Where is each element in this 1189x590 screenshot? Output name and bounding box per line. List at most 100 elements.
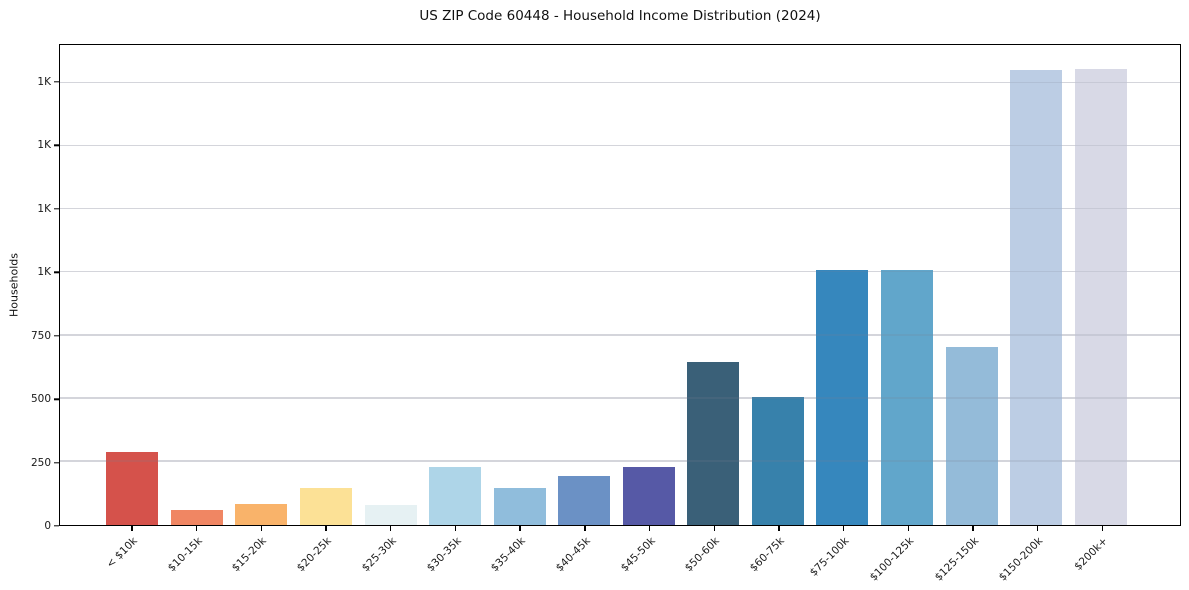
bar-slot-15-20k <box>229 45 294 525</box>
bar-slot-30-35k <box>423 45 488 525</box>
bars-container <box>60 45 1180 525</box>
bar-75-100k <box>816 269 869 525</box>
gridline-250 <box>60 460 1180 462</box>
bar-100-125k <box>881 269 934 525</box>
y-tick-mark-1500 <box>54 144 59 147</box>
gridline-750 <box>60 334 1180 336</box>
x-tick-mark-10-15k <box>196 526 198 531</box>
x-tick-mark-45-50k <box>648 526 651 531</box>
bar-200k+ <box>1074 69 1127 525</box>
gridline-1000 <box>60 270 1180 273</box>
y-tick-label-750: 750 <box>30 329 51 342</box>
bar-slot-50-60k <box>681 45 746 525</box>
bar-slot-60-75k <box>746 45 811 525</box>
x-tick-slot-20-25k: $20-25k <box>293 526 358 590</box>
x-tick-mark-150-200k <box>1036 526 1039 531</box>
x-tick-label-75-100k: $75-100k <box>807 535 852 579</box>
x-tick-label-35-40k: $35-40k <box>488 535 528 575</box>
bar-slot-35-40k <box>487 45 552 525</box>
x-axis-ticks: < $10k $10-15k $15-20k $20-25k $25-30k $30-35… <box>59 526 1181 590</box>
bar-10k <box>106 451 159 525</box>
x-tick-slot-45-50k: $45-50k <box>617 526 682 590</box>
x-tick-mark-15-20k <box>260 526 263 531</box>
x-tick-mark-200k+ <box>1101 526 1104 531</box>
x-tick-label-125-150k: $125-150k <box>932 535 981 584</box>
y-axis-label: Households <box>7 253 21 317</box>
bar-125-150k <box>945 346 998 525</box>
y-tick-label-1500: 1K <box>37 139 51 152</box>
x-tick-mark-125-150k <box>972 526 974 531</box>
bar-slot-125-150k <box>939 45 1004 525</box>
x-tick-slot-10-15k: $10-15k <box>164 526 229 590</box>
x-tick-label-100-125k: $100-125k <box>867 535 917 584</box>
y-tick-label-1000: 1K <box>37 266 51 279</box>
x-tick-slot-200k+: $200k+ <box>1069 526 1134 590</box>
bar-20-25k <box>299 488 352 525</box>
x-tick-slot-10k: < $10k <box>99 526 164 590</box>
x-tick-mark-50-60k <box>713 526 715 531</box>
bar-slot-25-30k <box>358 45 423 525</box>
x-tick-label-20-25k: $20-25k <box>294 535 334 575</box>
x-tick-mark-40-45k <box>584 526 586 531</box>
bar-40-45k <box>558 475 611 525</box>
y-tick-label-500: 500 <box>30 393 51 406</box>
x-tick-mark-20-25k <box>325 526 327 531</box>
x-tick-slot-30-35k: $30-35k <box>422 526 487 590</box>
x-tick-slot-25-30k: $25-30k <box>358 526 423 590</box>
bar-slot-45-50k <box>617 45 682 525</box>
x-tick-slot-75-100k: $75-100k <box>807 526 876 590</box>
y-tick-mark-1750 <box>54 81 59 83</box>
chart-title: US ZIP Code 60448 - Household Income Dis… <box>419 8 821 24</box>
x-tick-label-60-75k: $60-75k <box>747 535 787 575</box>
bar-60-75k <box>751 397 804 525</box>
x-tick-slot-125-150k: $125-150k <box>932 526 1005 590</box>
x-tick-mark-30-35k <box>454 526 457 531</box>
x-tick-slot-50-60k: $50-60k <box>681 526 746 590</box>
gridline-1500 <box>60 144 1180 147</box>
x-tick-label-40-45k: $40-45k <box>553 535 593 575</box>
y-tick-mark-250 <box>54 461 59 464</box>
x-tick-mark-35-40k <box>519 526 521 531</box>
y-tick-mark-750 <box>54 335 59 337</box>
gridline-750 <box>60 334 1180 336</box>
gridline-1750 <box>60 81 1180 83</box>
gridline-1750 <box>60 81 1180 83</box>
gridlines-overlay <box>60 45 1180 525</box>
x-tick-label-45-50k: $45-50k <box>618 535 658 575</box>
bar-10-15k <box>170 509 223 525</box>
y-tick-label-0: 0 <box>44 520 51 532</box>
x-tick-mark-10k <box>131 526 133 531</box>
gridline-1250 <box>60 207 1180 210</box>
bar-slot-20-25k <box>294 45 359 525</box>
y-tick-label-1750: 1K <box>37 76 51 89</box>
x-tick-slot-60-75k: $60-75k <box>746 526 811 590</box>
gridlines <box>60 45 1180 525</box>
gridline-1250 <box>60 207 1180 210</box>
bar-slot-200k+ <box>1068 45 1133 525</box>
y-tick-mark-1000 <box>54 271 59 274</box>
bar-35-40k <box>493 488 546 525</box>
y-tick-mark-1250 <box>54 208 59 210</box>
x-tick-label-200k+: $200k+ <box>1072 535 1111 573</box>
gridline-500 <box>60 397 1180 399</box>
gridline-250 <box>60 460 1180 462</box>
gridline-1000 <box>60 270 1180 273</box>
bar-150-200k <box>1010 70 1063 525</box>
plot-area <box>59 44 1181 526</box>
x-tick-label-150-200k: $150-200k <box>996 535 1046 584</box>
bar-slot-10k <box>100 45 165 525</box>
x-tick-slot-40-45k: $40-45k <box>552 526 617 590</box>
x-tick-label-25-30k: $25-30k <box>359 535 399 575</box>
bar-50-60k <box>687 362 740 525</box>
x-tick-slot-150-200k: $150-200k <box>997 526 1070 590</box>
gridline-1500 <box>60 144 1180 147</box>
x-tick-mark-25-30k <box>390 526 392 531</box>
x-tick-mark-100-125k <box>907 526 909 531</box>
x-tick-slot-35-40k: $35-40k <box>487 526 552 590</box>
bar-30-35k <box>429 466 482 525</box>
y-tick-label-1250: 1K <box>37 202 51 215</box>
gridline-500 <box>60 397 1180 399</box>
bar-slot-40-45k <box>552 45 617 525</box>
bar-15-20k <box>235 503 288 525</box>
x-tick-label-30-35k: $30-35k <box>424 535 464 575</box>
